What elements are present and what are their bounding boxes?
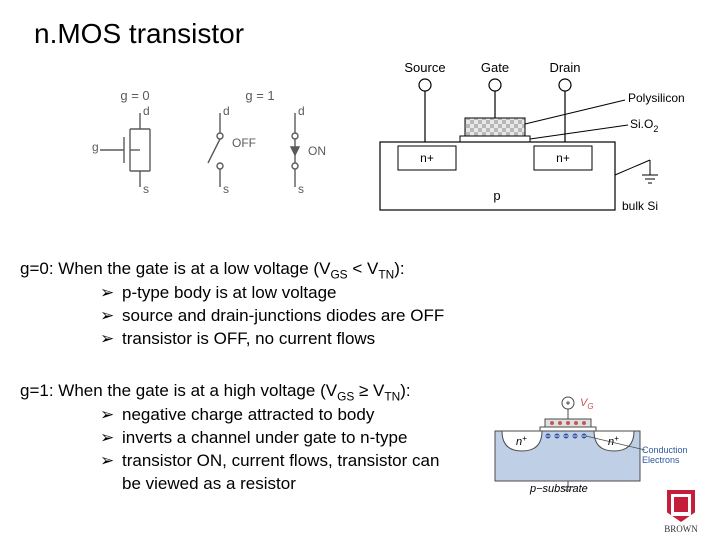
svg-text:d: d bbox=[143, 104, 150, 118]
on-label: ON bbox=[308, 144, 326, 158]
svg-text:d: d bbox=[223, 104, 230, 118]
sio2-label: Si.O2 bbox=[630, 117, 658, 134]
svg-text:s: s bbox=[298, 182, 304, 196]
g0-header: g = 0 bbox=[120, 88, 149, 103]
svg-text:s: s bbox=[143, 182, 149, 196]
shield-icon bbox=[667, 490, 695, 522]
g1-lead: g=1: When the gate is at a high voltage … bbox=[20, 380, 440, 404]
g0-lead: g=0: When the gate is at a low voltage (… bbox=[20, 258, 444, 282]
g1-bullet: ➢transistor ON, current flows, transisto… bbox=[100, 450, 440, 496]
brown-logo: BROWN bbox=[660, 490, 702, 534]
svg-text:n+: n+ bbox=[420, 151, 434, 165]
g0-bullet: ➢transistor is OFF, no current flows bbox=[100, 328, 444, 351]
symbol-diagram: g = 0 g = 1 d s g d s OFF bbox=[80, 85, 340, 230]
g0-description: g=0: When the gate is at a low voltage (… bbox=[20, 258, 444, 351]
g1-bullet: ➢negative charge attracted to body bbox=[100, 404, 440, 427]
g1-header: g = 1 bbox=[245, 88, 274, 103]
polysilicon-label: Polysilicon bbox=[628, 91, 685, 105]
svg-text:d: d bbox=[298, 104, 305, 118]
svg-text:p: p bbox=[493, 188, 500, 203]
cross-section-diagram: Source Gate Drain n+ n+ p bbox=[370, 60, 690, 230]
svg-text:p−substrate: p−substrate bbox=[529, 483, 588, 495]
svg-text:Gate: Gate bbox=[481, 60, 509, 75]
svg-text:s: s bbox=[223, 182, 229, 196]
off-label: OFF bbox=[232, 136, 256, 150]
g1-bullet: ➢inverts a channel under gate to n-type bbox=[100, 427, 440, 450]
svg-text:n+: n+ bbox=[556, 151, 570, 165]
logo-text: BROWN bbox=[660, 524, 702, 534]
g0-bullet: ➢p-type body is at low voltage bbox=[100, 282, 444, 305]
svg-text:VG: VG bbox=[580, 397, 594, 411]
conduction-electrons-label: Conduction Electrons bbox=[642, 445, 690, 465]
page-title: n.MOS transistor bbox=[34, 18, 244, 50]
svg-text:Drain: Drain bbox=[549, 60, 580, 75]
svg-text:Source: Source bbox=[404, 60, 445, 75]
g1-description: g=1: When the gate is at a high voltage … bbox=[20, 380, 440, 496]
svg-text:g: g bbox=[92, 140, 99, 154]
inversion-diagram: VG n+ n+ p−substrate Conduction Electron… bbox=[490, 395, 705, 495]
g0-bullet: ➢source and drain-junctions diodes are O… bbox=[100, 305, 444, 328]
bulk-label: bulk Si bbox=[622, 199, 658, 213]
